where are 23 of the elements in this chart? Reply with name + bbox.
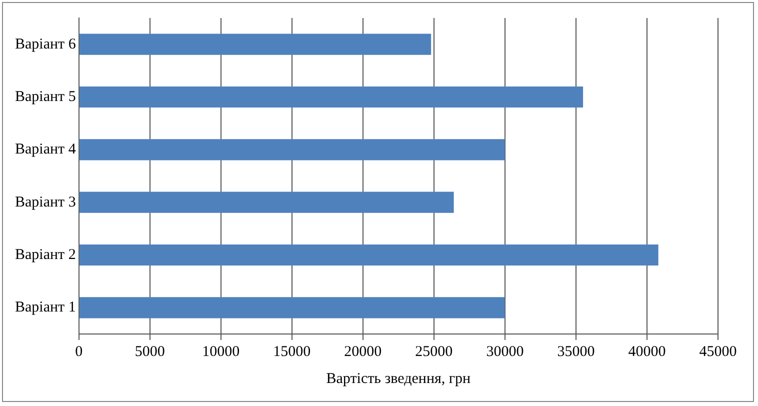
x-tick-label: 40000 xyxy=(628,344,666,360)
x-tick-label: 30000 xyxy=(486,344,524,360)
y-tick-label: Варіант 4 xyxy=(14,142,76,158)
bar xyxy=(79,34,432,55)
y-tick-label: Варіант 2 xyxy=(14,246,76,263)
y-tick-label: Варіант 1 xyxy=(14,300,76,316)
x-tick-label: 10000 xyxy=(202,344,240,360)
x-tick-label: 5000 xyxy=(134,344,165,360)
x-tick-label: 0 xyxy=(75,344,83,360)
bar xyxy=(79,297,505,318)
x-axis-title: Вартість зведення, грн xyxy=(326,370,471,387)
y-tick-label: Варіант 5 xyxy=(14,88,76,105)
x-tick-label: 15000 xyxy=(273,344,311,360)
bar xyxy=(79,139,505,160)
y-tick-label: Варіант 6 xyxy=(14,36,76,52)
x-tick-label: 45000 xyxy=(699,344,737,360)
bar xyxy=(79,192,454,213)
x-tick-label: 20000 xyxy=(344,344,382,360)
y-tick-label: Варіант 3 xyxy=(14,194,76,210)
x-tick-label: 25000 xyxy=(415,344,453,360)
bar xyxy=(79,244,658,266)
x-tick-label: 35000 xyxy=(557,344,595,360)
bar xyxy=(79,86,584,108)
